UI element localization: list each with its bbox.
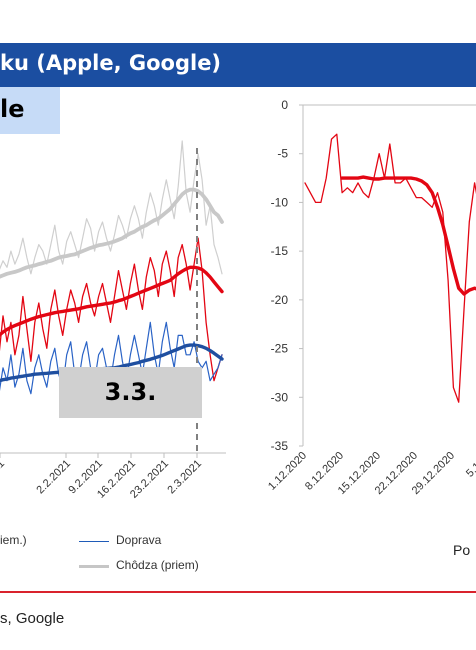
legend-swatch-chodza bbox=[79, 565, 109, 568]
right-y-tick-label: -25 bbox=[271, 342, 289, 356]
right-y-tick-label: -35 bbox=[271, 439, 289, 453]
right-series-line-thick-red bbox=[340, 175, 476, 296]
right-y-tick-label: -5 bbox=[277, 147, 288, 161]
chart-tag-box bbox=[0, 87, 60, 134]
series-line-thin-gray bbox=[0, 140, 223, 275]
legend-label-red-avg: iem.) bbox=[0, 533, 27, 547]
chart-tag-label: le bbox=[0, 95, 25, 123]
series-line-thick-gray bbox=[0, 187, 224, 279]
annotation-box bbox=[59, 367, 202, 418]
legend-label-doprava: Doprava bbox=[116, 533, 162, 547]
right-chart: 0-5-10-15-20-25-30-351.12.20208.12.20201… bbox=[266, 98, 476, 497]
lower-text-fragment: Po bbox=[453, 542, 471, 558]
left-x-tick-label: 16.1.2021 bbox=[0, 458, 7, 501]
legend-swatch-doprava bbox=[79, 541, 109, 542]
series-line-thick-red bbox=[0, 265, 224, 337]
right-y-tick-label: -10 bbox=[271, 195, 289, 209]
left-chart: 16.1.2021 2.2.20219.2.202116.2.202123.2.2… bbox=[0, 140, 226, 501]
series-line-thin-red bbox=[0, 237, 223, 382]
legend-item-doprava: Doprava bbox=[116, 533, 161, 547]
legend-item-red-avg: iem.) bbox=[0, 533, 27, 547]
right-y-tick-label: -20 bbox=[271, 293, 289, 307]
right-y-tick-label: -30 bbox=[271, 390, 289, 404]
header-title: ku (Apple, Google) bbox=[0, 51, 222, 75]
annotation-label: 3.3. bbox=[104, 378, 157, 406]
legend-label-chodza: Chôdza (priem) bbox=[116, 558, 199, 572]
source-note: s, Google bbox=[0, 610, 65, 627]
legend-item-chodza: Chôdza (priem) bbox=[116, 558, 199, 572]
right-series-line-thin-red bbox=[304, 133, 476, 403]
right-x-tick-label: 5.1.20 bbox=[464, 450, 476, 480]
right-x-tick-label: 1.12.2020 bbox=[266, 450, 309, 493]
left-x-tick-label: 2.2.2021 bbox=[34, 458, 73, 497]
right-y-tick-label: 0 bbox=[281, 98, 288, 112]
right-y-tick-label: -15 bbox=[271, 244, 289, 258]
footer-divider bbox=[0, 591, 476, 593]
header-banner bbox=[0, 43, 476, 87]
left-x-tick-label: 2.3.2021 bbox=[165, 458, 204, 497]
